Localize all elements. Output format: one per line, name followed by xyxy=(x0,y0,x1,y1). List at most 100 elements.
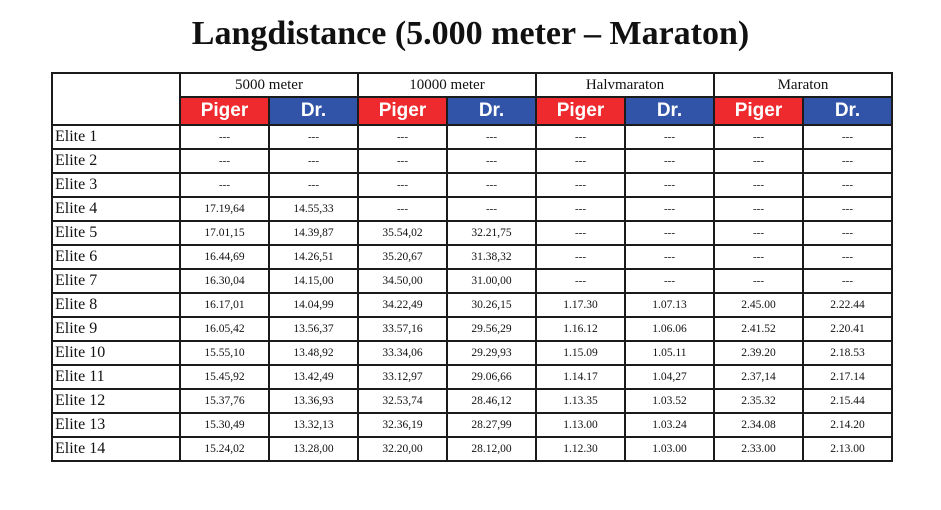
table-cell: 17.01,15 xyxy=(179,220,270,246)
table-row: Elite 14 15.24,02 13.28,00 32.20,00 28.12,00… xyxy=(51,436,894,462)
table-cell: --- xyxy=(446,124,537,150)
row-label: Elite 3 xyxy=(51,172,181,198)
table-cell: 14.39,87 xyxy=(268,220,359,246)
table-cell: --- xyxy=(801,220,894,246)
table-cell: 2.22.44 xyxy=(801,292,894,318)
table-row: Elite 3 --- --- --- --- --- --- --- --- xyxy=(51,172,894,198)
sub-header-piger: Piger xyxy=(357,96,448,126)
table-row: Elite 6 16.44,69 14.26,51 35.20,67 31.38,32-… xyxy=(51,244,894,270)
table-cell: --- xyxy=(713,172,804,198)
table-cell: --- xyxy=(713,268,804,294)
table-row: Elite 5 17.01,15 14.39,87 35.54,02 32.21,75-… xyxy=(51,220,894,246)
table-cell: 2.14.20 xyxy=(801,412,894,438)
table-cell: --- xyxy=(713,220,804,246)
row-label: Elite 10 xyxy=(51,340,181,366)
table-cell: --- xyxy=(713,148,804,174)
table-cell: --- xyxy=(357,148,448,174)
table-cell: 29.56,29 xyxy=(446,316,537,342)
table-row: Elite 8 16.17,01 14.04,99 34.22,49 30.26,15 1… xyxy=(51,292,894,318)
table-row: Elite 12 15.37,76 13.36,93 32.53,74 28.46,12… xyxy=(51,388,894,414)
table-cell: 1.04,27 xyxy=(624,364,715,390)
table-cell: 13.56,37 xyxy=(268,316,359,342)
table-cell: --- xyxy=(268,172,359,198)
group-header-5000: 5000 meter xyxy=(179,72,359,98)
table-cell: --- xyxy=(357,196,448,222)
group-header-10000: 10000 meter xyxy=(357,72,537,98)
table-cell: 14.04,99 xyxy=(268,292,359,318)
table-cell: 35.54,02 xyxy=(357,220,448,246)
table-cell: 16.30,04 xyxy=(179,268,270,294)
table-cell: 13.42,49 xyxy=(268,364,359,390)
row-label: Elite 11 xyxy=(51,364,181,390)
table-cell: 1.03.52 xyxy=(624,388,715,414)
table-cell: 29.29,93 xyxy=(446,340,537,366)
table-cell: 13.36,93 xyxy=(268,388,359,414)
table-cell: 2.45.00 xyxy=(713,292,804,318)
results-table: 5000 meter 10000 meter Halvmaraton Marat… xyxy=(51,72,894,462)
table-cell: 2.34.08 xyxy=(713,412,804,438)
table-cell: --- xyxy=(357,172,448,198)
sub-header-dr: Dr. xyxy=(624,96,715,126)
table-cell: 13.48,92 xyxy=(268,340,359,366)
table-cell: 33.12,97 xyxy=(357,364,448,390)
table-cell: 1.16.12 xyxy=(535,316,626,342)
table-cell: 1.13.35 xyxy=(535,388,626,414)
table-cell: 15.24,02 xyxy=(179,436,270,462)
table-cell: 31.00,00 xyxy=(446,268,537,294)
table-cell: --- xyxy=(535,172,626,198)
table-cell: --- xyxy=(535,268,626,294)
table-cell: --- xyxy=(268,124,359,150)
table-cell: 13.28,00 xyxy=(268,436,359,462)
table-cell: --- xyxy=(179,148,270,174)
row-label: Elite 13 xyxy=(51,412,181,438)
table-cell: 2.20.41 xyxy=(801,316,894,342)
table-cell: 33.57,16 xyxy=(357,316,448,342)
table-row: Elite 1 --- --- --- --- --- --- --- --- xyxy=(51,124,894,150)
table-cell: 2.13.00 xyxy=(801,436,894,462)
group-header-maraton: Maraton xyxy=(712,72,894,98)
table-cell: 15.30,49 xyxy=(179,412,270,438)
table-cell: 32.20,00 xyxy=(357,436,448,462)
sub-header-piger: Piger xyxy=(713,96,804,126)
table-cell: 29.06,66 xyxy=(446,364,537,390)
table-cell: 14.15,00 xyxy=(268,268,359,294)
sub-header-dr: Dr. xyxy=(801,96,894,126)
table-cell: 32.36,19 xyxy=(357,412,448,438)
table-cell: --- xyxy=(446,148,537,174)
table-cell: 15.55,10 xyxy=(179,340,270,366)
table-cell: 2.35.32 xyxy=(713,388,804,414)
table-cell: --- xyxy=(801,244,894,270)
sub-header-dr: Dr. xyxy=(446,96,537,126)
table-cell: --- xyxy=(801,172,894,198)
table-cell: --- xyxy=(713,124,804,150)
table-cell: 2.18.53 xyxy=(801,340,894,366)
table-cell: --- xyxy=(801,124,894,150)
table-cell: --- xyxy=(624,148,715,174)
table-cell: --- xyxy=(624,220,715,246)
table-cell: --- xyxy=(446,172,537,198)
table-cell: --- xyxy=(357,124,448,150)
table-cell: --- xyxy=(624,172,715,198)
table-row: Elite 13 15.30,49 13.32,13 32.36,19 28.27,99… xyxy=(51,412,894,438)
table-cell: 15.37,76 xyxy=(179,388,270,414)
table-cell: 13.32,13 xyxy=(268,412,359,438)
row-label: Elite 8 xyxy=(51,292,181,318)
row-label: Elite 12 xyxy=(51,388,181,414)
row-label: Elite 5 xyxy=(51,220,181,246)
table-cell: 15.45,92 xyxy=(179,364,270,390)
row-label: Elite 6 xyxy=(51,244,181,270)
table-row: Elite 7 16.30,04 14.15,00 34.50,00 31.00,00-… xyxy=(51,268,894,294)
table-row: Elite 2 --- --- --- --- --- --- --- --- xyxy=(51,148,894,174)
table-cell: --- xyxy=(535,196,626,222)
table-cell: --- xyxy=(268,148,359,174)
table-cell: --- xyxy=(801,268,894,294)
table-cell: 2.41.52 xyxy=(713,316,804,342)
table-cell: 1.03.00 xyxy=(624,436,715,462)
table-cell: 31.38,32 xyxy=(446,244,537,270)
table-cell: 2.33.00 xyxy=(713,436,804,462)
sub-header-dr: Dr. xyxy=(268,96,359,126)
table-cell: --- xyxy=(535,124,626,150)
table-cell: --- xyxy=(535,244,626,270)
table-cell: 1.15.09 xyxy=(535,340,626,366)
table-cell: 28.46,12 xyxy=(446,388,537,414)
